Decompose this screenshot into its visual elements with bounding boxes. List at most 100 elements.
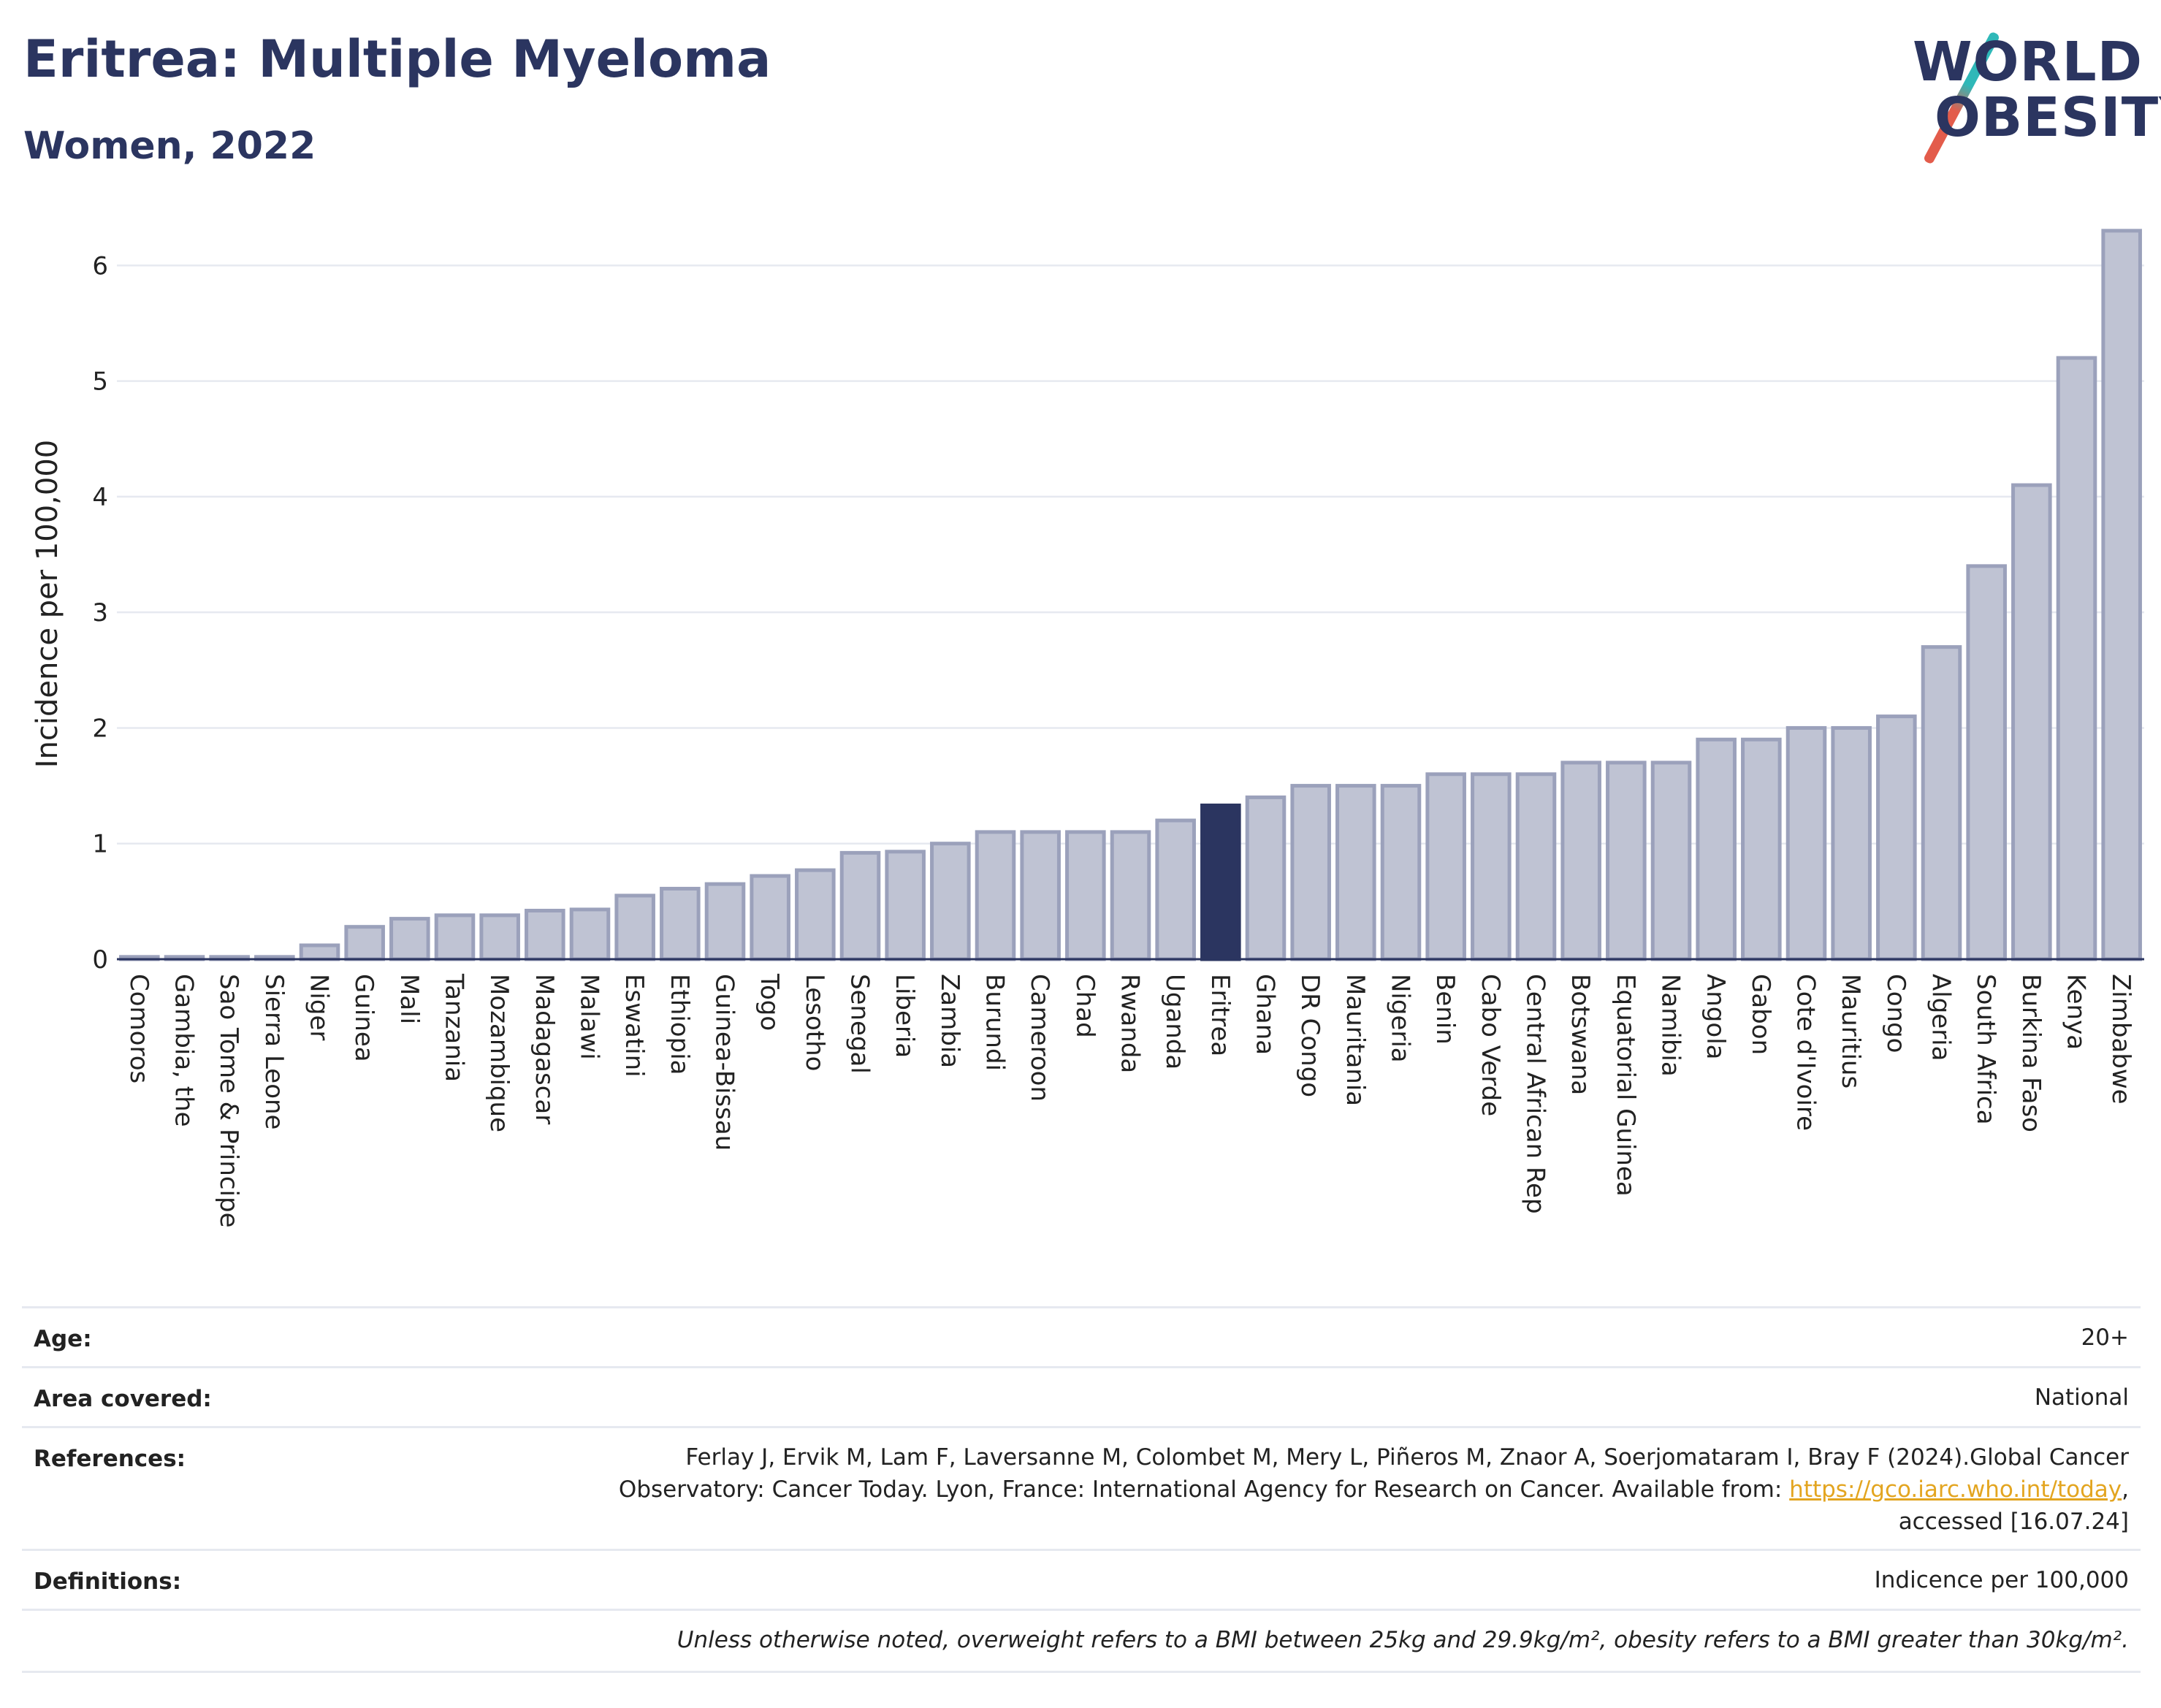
x-axis-categories: Comoros Gambia, the Sao Tome & Principe Sie… [124, 973, 2135, 1228]
bar-uganda [1155, 818, 1196, 961]
bar-ethiopia [660, 886, 701, 961]
definitions-label: Definitions: [34, 1568, 182, 1595]
bar-botswana [1560, 760, 1601, 961]
category-label-malawi: Malawi [575, 974, 604, 1060]
category-label-central-african-rep: Central African Rep [1521, 974, 1550, 1214]
bar-kenya [2056, 356, 2097, 961]
bar-chart: 0 1 2 3 4 5 6 Comoros Gambia, the Sao Tome & Pri… [31, 229, 2144, 1228]
bar-zambia [930, 842, 971, 961]
y-axis-ticks: 0 1 2 3 4 5 6 [92, 251, 108, 975]
page-subtitle: Women, 2022 [23, 124, 316, 168]
references-line-2-text: Observatory: Cancer Today. Lyon, France:… [618, 1476, 1790, 1503]
category-label-madagascar: Madagascar [530, 974, 559, 1124]
page-title: Eritrea: Multiple Myeloma [23, 29, 771, 89]
category-label-botswana: Botswana [1566, 974, 1595, 1095]
info-row-note: Unless otherwise noted, overweight refer… [22, 1609, 2141, 1673]
references-line-3: accessed [16.07.24] [1898, 1509, 2129, 1535]
y-tick-label-0: 0 [92, 945, 108, 975]
bar-zimbabwe [2101, 229, 2142, 961]
bar-angola [1696, 737, 1737, 961]
category-label-cameroon: Cameroon [1025, 974, 1054, 1102]
bar-chad [1065, 830, 1106, 961]
category-label-angola: Angola [1701, 974, 1730, 1059]
bar-senegal [839, 850, 881, 961]
category-label-zambia: Zambia [935, 974, 964, 1068]
bar-niger [299, 943, 340, 961]
info-row-age: Age: 20+ [22, 1306, 2141, 1368]
area-value: National [2034, 1384, 2129, 1411]
bar-equatorial-guinea [1606, 760, 1647, 961]
bar-benin [1425, 772, 1466, 961]
bar-central-african-rep [1515, 772, 1557, 961]
category-label-namibia: Namibia [1656, 974, 1685, 1077]
bar-south-africa [1966, 564, 2007, 961]
category-label-senegal: Senegal [845, 974, 874, 1074]
category-label-mozambique: Mozambique [484, 974, 514, 1132]
logo-line-1: WORLD [1913, 31, 2143, 94]
category-label-south-africa: South Africa [1971, 974, 2000, 1125]
bar-guinea [344, 925, 385, 961]
category-label-benin: Benin [1430, 974, 1460, 1045]
references-label: References: [34, 1446, 186, 1472]
age-label: Age: [34, 1326, 92, 1352]
category-label-lesotho: Lesotho [800, 974, 829, 1071]
y-tick-label-6: 6 [92, 251, 108, 281]
info-row-references: References: Ferlay J, Ervik M, Lam F, La… [22, 1426, 2141, 1551]
category-label-niger: Niger [305, 974, 334, 1040]
category-label-equatorial-guinea: Equatorial Guinea [1611, 974, 1640, 1197]
category-label-uganda: Uganda [1160, 974, 1189, 1070]
y-tick-label-3: 3 [92, 598, 108, 628]
bar-eritrea [1200, 803, 1241, 961]
category-label-kenya: Kenya [2062, 974, 2091, 1050]
bar-cabo-verde [1471, 772, 1512, 961]
category-label-burkina-faso: Burkina Faso [2016, 974, 2046, 1132]
y-axis-label: Incidence per 100,000 [31, 440, 64, 769]
references-line-1: Ferlay J, Ervik M, Lam F, Laversanne M, … [685, 1444, 2129, 1471]
category-label-eswatini: Eswatini [620, 974, 649, 1078]
bmi-note: Unless otherwise noted, overweight refer… [676, 1627, 2129, 1653]
bar-namibia [1650, 760, 1692, 961]
category-label-cote-d-ivoire: Cote d'Ivoire [1791, 974, 1821, 1131]
bars [119, 229, 2142, 961]
references-link[interactable]: https://gco.iarc.who.int/today [1789, 1476, 2122, 1503]
bar-mauritania [1335, 784, 1376, 961]
category-label-tanzania: Tanzania [440, 973, 469, 1082]
category-label-eritrea: Eritrea [1205, 974, 1235, 1056]
bar-algeria [1921, 645, 1962, 961]
info-row-area: Area covered: National [22, 1366, 2141, 1428]
bar-congo [1876, 714, 1917, 961]
y-tick-label-2: 2 [92, 714, 108, 743]
area-label: Area covered: [34, 1386, 212, 1412]
bar-liberia [885, 850, 926, 961]
category-label-gambia-the: Gambia, the [169, 974, 199, 1127]
category-label-nigeria: Nigeria [1386, 974, 1415, 1063]
category-label-guinea-bissau: Guinea-Bissau [710, 974, 739, 1151]
y-tick-label-4: 4 [92, 483, 108, 512]
bar-gabon [1741, 737, 1782, 961]
bar-burkina-faso [2011, 483, 2052, 961]
bar-mozambique [479, 913, 520, 961]
definitions-value: Indicence per 100,000 [1874, 1567, 2129, 1593]
bar-madagascar [525, 909, 565, 961]
category-label-mauritania: Mauritania [1341, 974, 1370, 1106]
bar-lesotho [795, 868, 836, 961]
bar-burundi [975, 830, 1016, 961]
bar-guinea-bissau [704, 882, 746, 961]
category-label-congo: Congo [1881, 974, 1910, 1053]
category-label-burundi: Burundi [980, 974, 1010, 1071]
references-line-2: Observatory: Cancer Today. Lyon, France:… [619, 1473, 2129, 1506]
references-line-2-suffix: , [2122, 1476, 2129, 1503]
category-label-togo: Togo [755, 973, 784, 1031]
bar-eswatini [614, 893, 655, 961]
category-label-mauritius: Mauritius [1836, 974, 1865, 1089]
bar-cote-d-ivoire [1785, 725, 1827, 961]
category-label-comoros: Comoros [124, 974, 153, 1083]
bar-ghana [1245, 795, 1287, 961]
category-label-dr-congo: DR Congo [1295, 974, 1325, 1097]
y-tick-label-1: 1 [92, 830, 108, 859]
bar-dr-congo [1290, 784, 1331, 961]
category-label-ethiopia: Ethiopia [665, 974, 694, 1075]
references-value: Ferlay J, Ervik M, Lam F, Laversanne M, … [619, 1441, 2129, 1538]
category-label-guinea: Guinea [349, 974, 378, 1062]
bar-togo [750, 874, 790, 961]
